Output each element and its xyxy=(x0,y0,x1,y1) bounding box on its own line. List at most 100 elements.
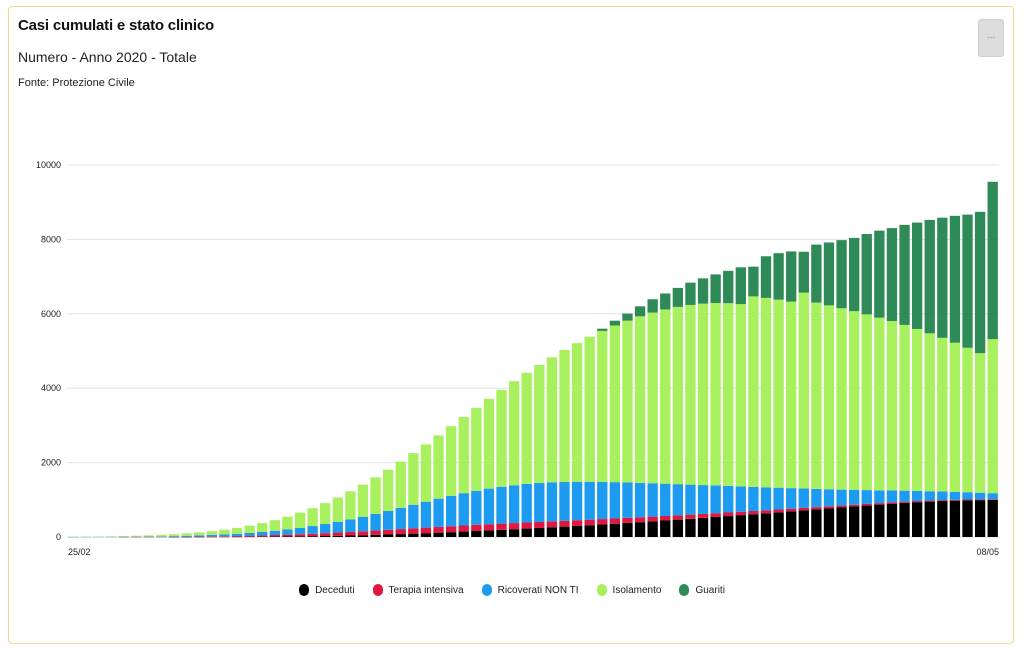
bar-segment-isolamento[interactable] xyxy=(962,347,973,493)
bar-segment-terapia-intensiva[interactable] xyxy=(899,501,910,503)
bar-segment-deceduti[interactable] xyxy=(697,517,709,537)
bar-segment-isolamento[interactable] xyxy=(244,525,255,533)
bar-segment-isolamento[interactable] xyxy=(181,533,192,536)
bar-segment-guariti[interactable] xyxy=(874,230,885,318)
bar-segment-ricoverati-non-ti[interactable] xyxy=(156,536,167,537)
bar-segment-isolamento[interactable] xyxy=(508,381,520,486)
bar-segment-ricoverati-non-ti[interactable] xyxy=(647,483,658,517)
bar-segment-isolamento[interactable] xyxy=(420,444,432,502)
bar-segment-deceduti[interactable] xyxy=(823,508,835,537)
bar-segment-ricoverati-non-ti[interactable] xyxy=(949,491,961,500)
bar-segment-terapia-intensiva[interactable] xyxy=(395,529,406,535)
bar-segment-terapia-intensiva[interactable] xyxy=(634,517,646,523)
bar-segment-deceduti[interactable] xyxy=(471,531,482,537)
bar-segment-deceduti[interactable] xyxy=(937,501,948,537)
bar-segment-deceduti[interactable] xyxy=(521,528,532,537)
bar-segment-ricoverati-non-ti[interactable] xyxy=(320,524,331,534)
bar-segment-isolamento[interactable] xyxy=(798,292,809,489)
bar-segment-isolamento[interactable] xyxy=(647,312,658,484)
bar-segment-ricoverati-non-ti[interactable] xyxy=(508,485,520,524)
bar-segment-deceduti[interactable] xyxy=(735,515,746,537)
bar-segment-ricoverati-non-ti[interactable] xyxy=(483,488,495,525)
bar-segment-guariti[interactable] xyxy=(672,287,683,307)
bar-segment-deceduti[interactable] xyxy=(622,522,633,537)
bar-segment-isolamento[interactable] xyxy=(886,321,898,491)
bar-segment-ricoverati-non-ti[interactable] xyxy=(697,485,709,514)
bar-segment-ricoverati-non-ti[interactable] xyxy=(962,492,973,500)
bar-segment-deceduti[interactable] xyxy=(786,511,797,537)
bar-segment-deceduti[interactable] xyxy=(974,500,986,537)
bar-segment-guariti[interactable] xyxy=(899,224,910,325)
bar-segment-isolamento[interactable] xyxy=(748,296,759,487)
bar-segment-isolamento[interactable] xyxy=(937,337,948,492)
bar-segment-terapia-intensiva[interactable] xyxy=(849,504,860,507)
bar-segment-ricoverati-non-ti[interactable] xyxy=(458,493,469,526)
bar-segment-deceduti[interactable] xyxy=(395,534,406,537)
bar-segment-isolamento[interactable] xyxy=(194,532,205,536)
bar-segment-terapia-intensiva[interactable] xyxy=(609,518,621,524)
bar-segment-isolamento[interactable] xyxy=(521,372,532,484)
bar-segment-terapia-intensiva[interactable] xyxy=(823,506,835,509)
bar-segment-ricoverati-non-ti[interactable] xyxy=(584,481,595,520)
bar-segment-guariti[interactable] xyxy=(924,219,935,334)
bar-segment-deceduti[interactable] xyxy=(597,524,608,537)
bar-segment-terapia-intensiva[interactable] xyxy=(861,503,872,506)
bar-segment-deceduti[interactable] xyxy=(647,521,658,537)
bar-segment-terapia-intensiva[interactable] xyxy=(257,535,268,537)
bar-segment-guariti[interactable] xyxy=(597,328,608,331)
bar-segment-ricoverati-non-ti[interactable] xyxy=(194,535,205,537)
bar-segment-terapia-intensiva[interactable] xyxy=(911,501,923,503)
bar-segment-terapia-intensiva[interactable] xyxy=(697,513,709,518)
bar-segment-terapia-intensiva[interactable] xyxy=(723,512,734,517)
bar-segment-terapia-intensiva[interactable] xyxy=(508,523,520,530)
bar-segment-ricoverati-non-ti[interactable] xyxy=(723,485,734,513)
bar-segment-ricoverati-non-ti[interactable] xyxy=(307,526,318,534)
bar-segment-ricoverati-non-ti[interactable] xyxy=(924,491,935,501)
bar-segment-deceduti[interactable] xyxy=(332,535,343,537)
bar-segment-deceduti[interactable] xyxy=(849,506,860,537)
bar-segment-terapia-intensiva[interactable] xyxy=(735,511,746,516)
bar-segment-terapia-intensiva[interactable] xyxy=(748,511,759,515)
bar-segment-deceduti[interactable] xyxy=(345,535,356,537)
bar-segment-guariti[interactable] xyxy=(937,217,948,338)
bar-segment-isolamento[interactable] xyxy=(849,311,860,490)
bar-segment-guariti[interactable] xyxy=(622,313,633,321)
bar-segment-deceduti[interactable] xyxy=(282,536,293,537)
bar-segment-ricoverati-non-ti[interactable] xyxy=(823,489,835,507)
bar-segment-isolamento[interactable] xyxy=(282,516,293,530)
legend-item-terapia-intensiva[interactable]: Terapia intensiva xyxy=(372,584,464,596)
bar-segment-isolamento[interactable] xyxy=(710,303,721,486)
bar-segment-ricoverati-non-ti[interactable] xyxy=(710,485,721,514)
bar-segment-guariti[interactable] xyxy=(949,215,961,343)
bar-segment-ricoverati-non-ti[interactable] xyxy=(257,531,268,536)
bar-segment-terapia-intensiva[interactable] xyxy=(597,519,608,525)
bar-segment-ricoverati-non-ti[interactable] xyxy=(332,521,343,533)
bar-segment-ricoverati-non-ti[interactable] xyxy=(609,482,621,519)
bar-segment-terapia-intensiva[interactable] xyxy=(370,530,381,535)
bar-segment-terapia-intensiva[interactable] xyxy=(345,531,356,536)
bar-segment-terapia-intensiva[interactable] xyxy=(294,534,306,537)
bar-segment-deceduti[interactable] xyxy=(962,500,973,537)
bar-segment-ricoverati-non-ti[interactable] xyxy=(231,533,243,536)
bar-segment-ricoverati-non-ti[interactable] xyxy=(294,527,306,535)
bar-segment-deceduti[interactable] xyxy=(496,529,507,537)
bar-segment-guariti[interactable] xyxy=(685,282,696,305)
bar-segment-guariti[interactable] xyxy=(786,251,797,302)
bar-segment-terapia-intensiva[interactable] xyxy=(647,516,658,522)
bar-segment-ricoverati-non-ti[interactable] xyxy=(433,498,444,527)
bar-segment-terapia-intensiva[interactable] xyxy=(307,533,318,537)
bar-segment-isolamento[interactable] xyxy=(672,306,683,485)
bar-segment-isolamento[interactable] xyxy=(823,305,835,490)
bar-segment-terapia-intensiva[interactable] xyxy=(962,499,973,501)
bar-segment-isolamento[interactable] xyxy=(735,304,746,487)
bar-segment-ricoverati-non-ti[interactable] xyxy=(219,534,230,537)
bar-segment-isolamento[interactable] xyxy=(760,297,772,488)
bar-segment-ricoverati-non-ti[interactable] xyxy=(420,501,432,528)
bar-segment-ricoverati-non-ti[interactable] xyxy=(634,482,646,518)
bar-segment-isolamento[interactable] xyxy=(899,324,910,491)
bar-segment-terapia-intensiva[interactable] xyxy=(886,502,898,504)
bar-segment-isolamento[interactable] xyxy=(383,469,394,511)
bar-segment-ricoverati-non-ti[interactable] xyxy=(849,489,860,505)
bar-segment-isolamento[interactable] xyxy=(471,407,482,491)
bar-segment-terapia-intensiva[interactable] xyxy=(269,535,280,537)
